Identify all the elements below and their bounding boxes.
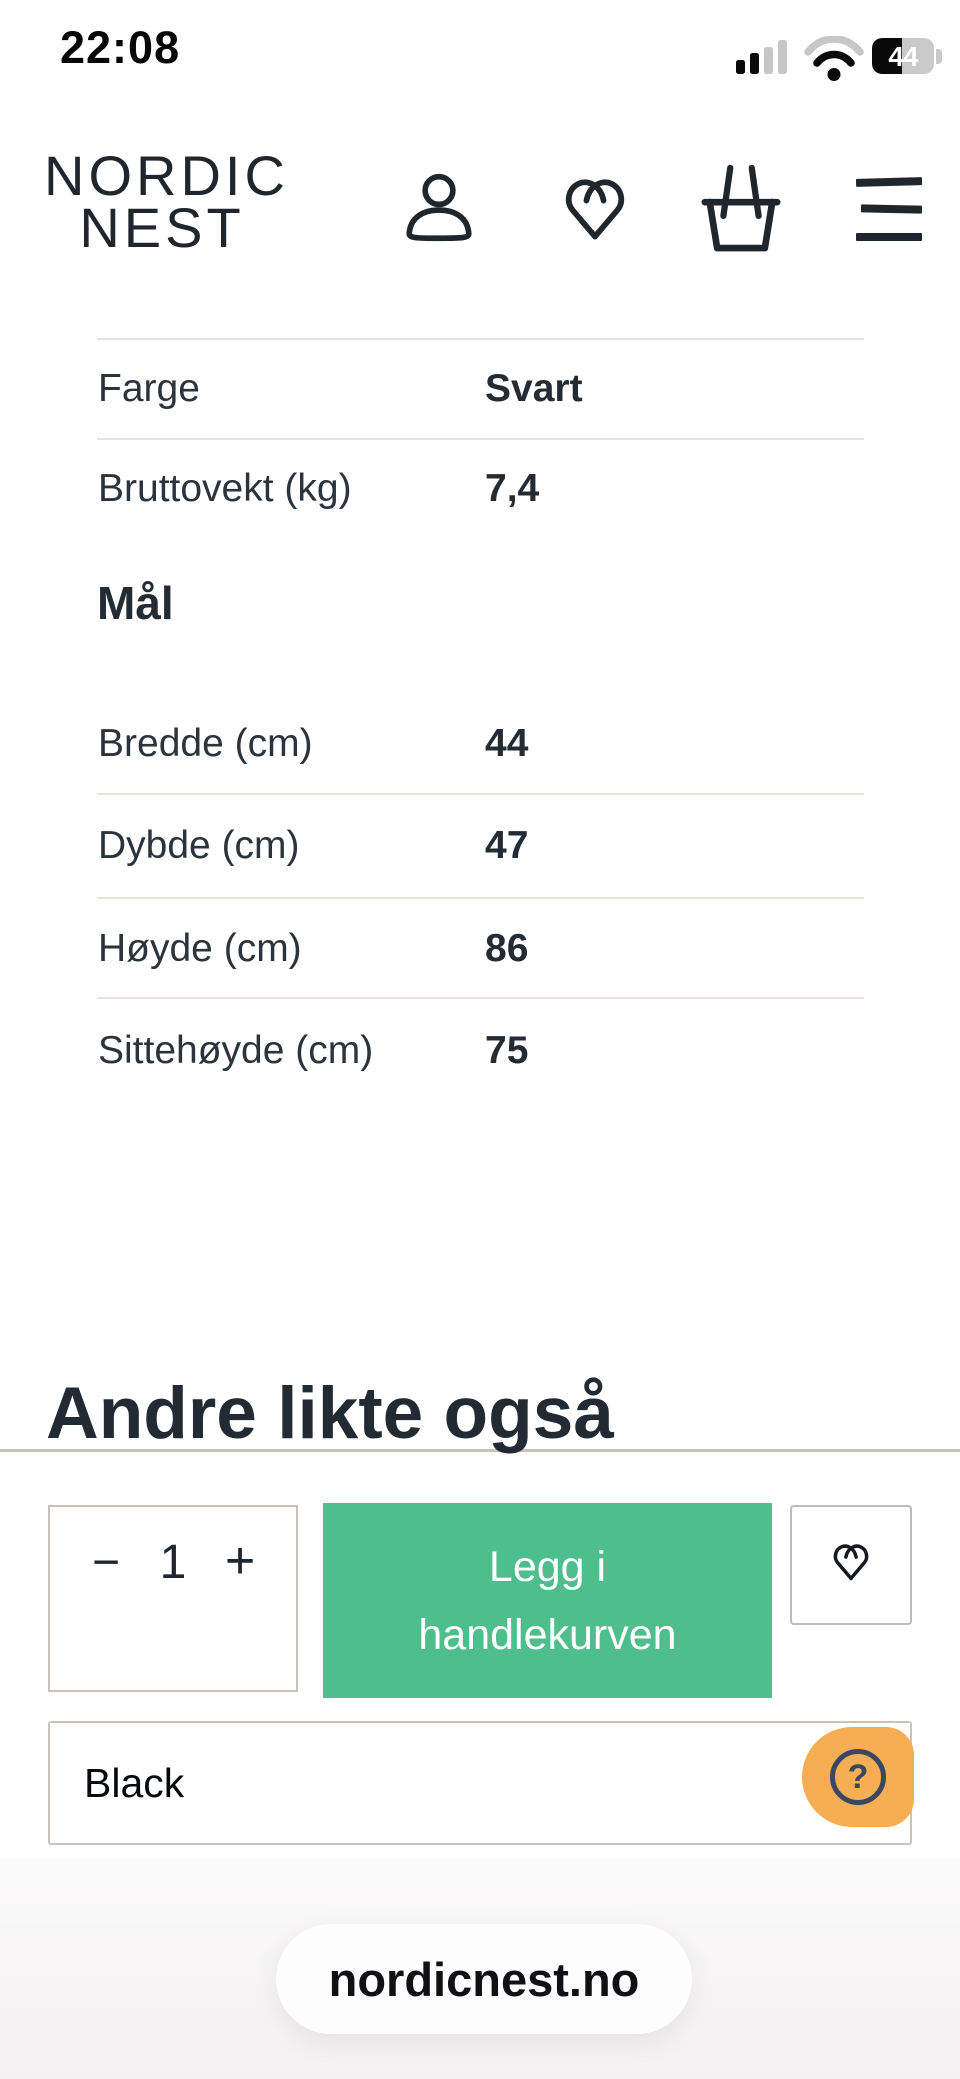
variant-select[interactable]: Black <box>48 1721 912 1845</box>
related-products-heading: Andre likte også <box>46 1373 614 1454</box>
cart-basket-icon[interactable] <box>698 160 784 256</box>
spec-row-value: 44 <box>485 722 529 765</box>
status-time: 22:08 <box>60 22 181 73</box>
spec-row-value: 47 <box>485 824 529 867</box>
help-widget-button[interactable]: ? <box>802 1727 914 1827</box>
spec-row-value: 7,4 <box>485 467 540 510</box>
add-to-cart-label-line1: Legg i <box>488 1542 607 1591</box>
signal-bar <box>736 60 745 74</box>
signal-bar <box>764 47 773 74</box>
battery-cap <box>936 49 942 64</box>
spec-row-label: Farge <box>98 367 200 410</box>
quantity-stepper[interactable]: − 1 + <box>48 1505 298 1692</box>
quantity-plus-button[interactable]: + <box>224 1532 256 1590</box>
battery-percent: 44 <box>888 41 918 72</box>
spec-row-label: Sittehøyde (cm) <box>98 1029 374 1072</box>
signal-bar <box>750 53 759 74</box>
row-divider <box>97 338 864 340</box>
row-divider <box>97 438 864 440</box>
dimensions-heading: Mål <box>97 577 174 629</box>
logo-line-1: NORDIC <box>44 144 289 207</box>
spec-row-label: Bruttovekt (kg) <box>98 467 352 510</box>
spec-row-value: 75 <box>485 1029 529 1072</box>
wishlist-heart-icon[interactable] <box>548 172 642 256</box>
section-rule <box>0 1449 960 1452</box>
spec-row-label: Dybde (cm) <box>98 824 300 867</box>
variant-selected-value: Black <box>84 1759 185 1806</box>
browser-url-text: nordicnest.no <box>328 1952 640 2006</box>
account-icon[interactable] <box>400 170 478 248</box>
quantity-value: 1 <box>159 1536 187 1589</box>
cellular-signal-icon <box>736 40 787 74</box>
wishlist-button[interactable] <box>790 1505 912 1625</box>
battery-fill <box>872 38 902 74</box>
quantity-minus-button[interactable]: − <box>91 1536 121 1589</box>
add-to-cart-button[interactable]: Legg i handlekurven <box>323 1503 772 1698</box>
spec-row-value: Svart <box>485 367 583 410</box>
purchase-panel: − 1 + Legg i handlekurven Black ? <box>0 1452 960 1858</box>
spec-row-label: Bredde (cm) <box>98 722 313 765</box>
battery-icon: 44 <box>872 38 934 74</box>
logo-line-2: NEST <box>79 196 245 259</box>
heart-icon <box>833 1544 869 1581</box>
nordic-nest-logo[interactable]: NORDIC NEST <box>44 144 289 259</box>
spec-row-label: Høyde (cm) <box>98 927 302 970</box>
browser-url-pill[interactable]: nordicnest.no <box>276 1924 692 2034</box>
signal-bar <box>778 40 787 74</box>
spec-row-value: 86 <box>485 927 529 970</box>
add-to-cart-label-line2: handlekurven <box>418 1610 677 1659</box>
row-divider <box>97 997 864 999</box>
question-mark-icon: ? <box>830 1749 886 1805</box>
browser-bottom-bar: nordicnest.no <box>0 1858 960 2079</box>
menu-icon[interactable] <box>855 177 923 244</box>
wifi-icon <box>804 36 864 81</box>
row-divider <box>97 897 864 899</box>
row-divider <box>97 793 864 795</box>
